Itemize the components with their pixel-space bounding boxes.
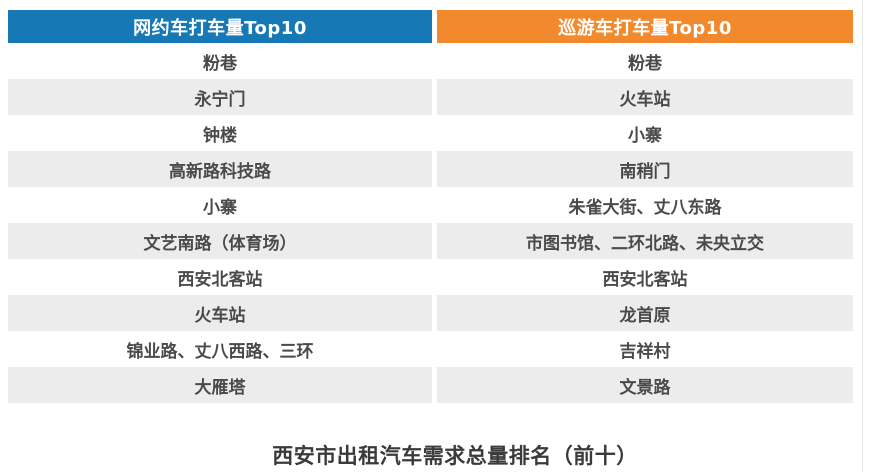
table-header-row: 网约车打车量Top10 巡游车打车量Top10 xyxy=(8,10,853,43)
table-cell: 吉祥村 xyxy=(437,331,853,367)
table-body: 粉巷 粉巷 永宁门 火车站 钟楼 小寨 高新路科技路 南稍门 小寨 朱雀大街、丈八东路 文艺南路（体… xyxy=(8,43,853,403)
table-cell: 永宁门 xyxy=(8,79,432,115)
table-cell: 高新路科技路 xyxy=(8,151,432,187)
table-cell: 锦业路、丈八西路、三环 xyxy=(8,331,432,367)
table-row: 小寨 朱雀大街、丈八东路 xyxy=(8,187,853,223)
header-ride-hailing-top10: 网约车打车量Top10 xyxy=(8,10,432,43)
table-row: 钟楼 小寨 xyxy=(8,115,853,151)
table-cell: 西安北客站 xyxy=(437,259,853,295)
table-cell: 西安北客站 xyxy=(8,259,432,295)
page-edge-divider xyxy=(862,0,863,472)
table-cell: 文景路 xyxy=(437,367,853,403)
table-cell: 南稍门 xyxy=(437,151,853,187)
table-row: 西安北客站 西安北客站 xyxy=(8,259,853,295)
table-cell: 小寨 xyxy=(437,115,853,151)
table-cell: 龙首原 xyxy=(437,295,853,331)
table-cell: 钟楼 xyxy=(8,115,432,151)
table-caption: 西安市出租汽车需求总量排名（前十） xyxy=(272,444,638,468)
header-cruising-taxi-top10: 巡游车打车量Top10 xyxy=(437,10,853,43)
table-cell: 文艺南路（体育场） xyxy=(8,223,432,259)
table-cell: 粉巷 xyxy=(437,43,853,79)
table-cell: 小寨 xyxy=(8,187,432,223)
table-cell: 火车站 xyxy=(8,295,432,331)
table-cell: 朱雀大街、丈八东路 xyxy=(437,187,853,223)
table-row: 大雁塔 文景路 xyxy=(8,367,853,403)
table-cell: 大雁塔 xyxy=(8,367,432,403)
table-cell: 火车站 xyxy=(437,79,853,115)
table-row: 永宁门 火车站 xyxy=(8,79,853,115)
table-row: 火车站 龙首原 xyxy=(8,295,853,331)
table-row: 粉巷 粉巷 xyxy=(8,43,853,79)
table-row: 高新路科技路 南稍门 xyxy=(8,151,853,187)
table-row: 文艺南路（体育场） 市图书馆、二环北路、未央立交 xyxy=(8,223,853,259)
taxi-demand-ranking-table: 网约车打车量Top10 巡游车打车量Top10 粉巷 粉巷 永宁门 火车站 钟楼 小寨 高新… xyxy=(8,10,853,403)
table-row: 锦业路、丈八西路、三环 吉祥村 xyxy=(8,331,853,367)
table-cell: 市图书馆、二环北路、未央立交 xyxy=(437,223,853,259)
table-cell: 粉巷 xyxy=(8,43,432,79)
